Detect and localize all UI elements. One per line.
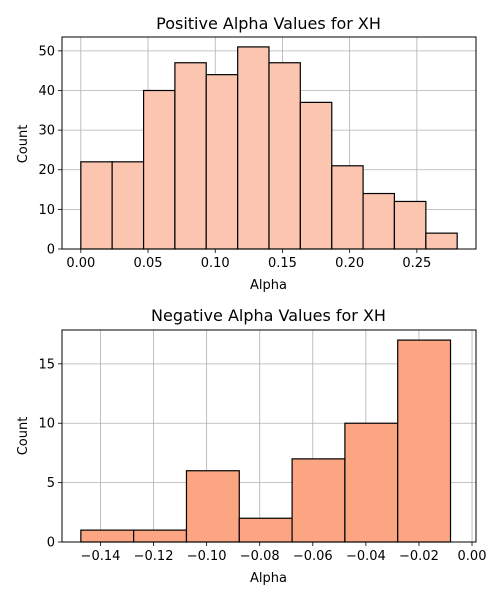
histogram-bar: [291, 458, 346, 543]
x-tick-label: −0.10: [187, 549, 227, 564]
y-tick-label: 0: [47, 536, 55, 551]
x-tick-label: 0.05: [134, 256, 163, 271]
histogram-bar: [425, 232, 458, 250]
x-tick-label: −0.14: [81, 549, 121, 564]
histogram-bar: [362, 192, 396, 250]
histogram-bar: [185, 470, 240, 543]
x-tick-label: 0.15: [268, 256, 297, 271]
histogram-bar: [299, 101, 333, 250]
histogram-bar: [80, 161, 113, 250]
y-tick-label: 40: [38, 84, 55, 99]
y-ticks: 0 5 10 15: [38, 357, 62, 551]
histogram-bar: [237, 46, 270, 250]
chart-title: Positive Alpha Values for XH: [156, 14, 381, 33]
positive-alpha-histogram: Positive Alpha Values for XH Alpha Count…: [16, 14, 477, 293]
bars: [80, 46, 458, 250]
negative-alpha-histogram: Negative Alpha Values for XH Alpha Count…: [16, 306, 486, 586]
y-tick-label: 50: [38, 44, 55, 59]
histogram-bar: [111, 161, 145, 250]
histogram-bar: [393, 200, 427, 250]
y-tick-label: 20: [38, 163, 55, 178]
x-tick-label: −0.02: [399, 549, 439, 564]
x-tick-label: −0.04: [346, 549, 386, 564]
y-tick-label: 0: [47, 243, 55, 258]
histogram-bar: [80, 529, 135, 543]
x-ticks: 0.00 0.05 0.10 0.15 0.20 0.25: [66, 249, 431, 271]
histogram-bar: [205, 74, 239, 250]
histogram-bar: [344, 422, 399, 543]
x-tick-label: 0.10: [201, 256, 230, 271]
x-tick-label: −0.06: [293, 549, 333, 564]
plot-frame: [61, 329, 477, 543]
histogram-bar: [174, 62, 207, 250]
y-axis-label: Count: [16, 125, 31, 164]
x-tick-label: 0.25: [402, 256, 431, 271]
histogram-bar: [133, 529, 188, 543]
histogram-bar: [331, 165, 364, 250]
bars: [80, 339, 452, 543]
chart-title: Negative Alpha Values for XH: [151, 306, 386, 325]
x-axis-label: Alpha: [250, 278, 287, 293]
histogram-bar: [142, 89, 176, 250]
plot-frame: [61, 36, 477, 250]
histogram-bar: [397, 339, 452, 543]
y-tick-label: 10: [38, 417, 55, 432]
x-tick-label: 0.00: [458, 549, 487, 564]
y-tick-label: 15: [38, 357, 55, 372]
x-tick-label: −0.12: [134, 549, 174, 564]
y-tick-label: 30: [38, 124, 55, 139]
x-tick-label: 0.20: [335, 256, 364, 271]
x-tick-label: 0.00: [66, 256, 95, 271]
x-ticks: −0.14 −0.12 −0.10 −0.08 −0.06 −0.04 −0.02 0.00: [81, 542, 487, 564]
x-tick-label: −0.08: [240, 549, 280, 564]
y-axis-label: Count: [16, 417, 31, 456]
histogram-bar: [268, 62, 301, 250]
y-tick-label: 10: [38, 203, 55, 218]
y-tick-label: 5: [47, 476, 55, 491]
x-axis-label: Alpha: [250, 571, 287, 586]
y-ticks: 0 10 20 30 40 50: [38, 44, 62, 258]
histogram-bar: [238, 517, 293, 543]
